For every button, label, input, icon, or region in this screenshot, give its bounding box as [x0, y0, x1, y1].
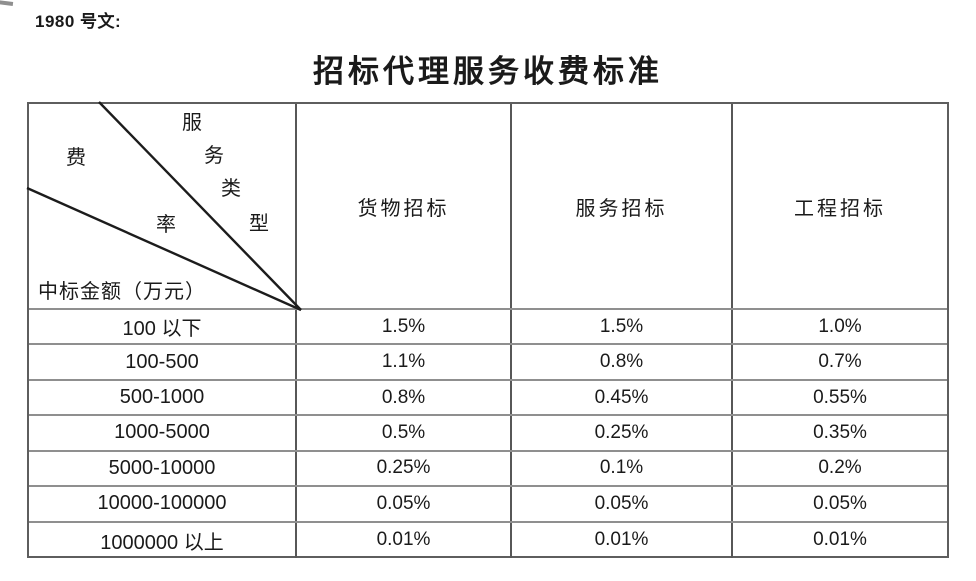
page-title: 招标代理服务收费标准 [313, 54, 663, 89]
diagonal-divider-lines [26, 101, 302, 312]
row-label: 1000-5000 [29, 416, 297, 450]
row-label: 1000000 以上 [29, 522, 297, 558]
table-row: 100-500 1.1% 0.8% 0.7% [29, 345, 947, 381]
corner-service-type-char: 型 [249, 213, 269, 235]
rate-cell: 0.35% [813, 421, 867, 443]
rate-cell: 0.55% [813, 386, 867, 408]
corner-service-type-char: 务 [204, 145, 224, 167]
rate-cell: 0.1% [512, 451, 733, 486]
row-label: 500-1000 [29, 380, 297, 415]
rate-cell: 0.05% [297, 487, 512, 521]
rate-cell: 1.0% [818, 315, 862, 337]
rate-cell: 0.25% [297, 451, 512, 486]
table-row: 5000-10000 0.25% 0.1% 0.2% [29, 451, 947, 488]
rate-cell: 0.2% [818, 457, 862, 479]
table-row: 10000-100000 0.05% 0.05% 0.05% [29, 487, 947, 523]
table-row: 1000-5000 0.5% 0.25% 0.35% [29, 416, 947, 452]
column-header-goods: 货物招标 [297, 104, 512, 308]
table-header-row: 服 务 类 型 费 率 中标金额（万元） 货物招标 服务招标 工程招标 [26, 101, 947, 312]
corner-amount-label: 中标金额（万元） [38, 281, 206, 303]
rate-cell: 0.01% [512, 522, 733, 558]
table-row: 100 以下 1.5% 1.5% 1.0% [29, 310, 947, 346]
row-label: 100 以下 [29, 310, 297, 344]
rate-cell: 0.8% [512, 345, 733, 379]
rate-cell: 0.05% [512, 487, 733, 521]
corner-service-type-char: 类 [221, 178, 241, 200]
page-edge-artifact [0, 0, 14, 6]
rate-cell: 1.1% [297, 345, 512, 379]
doc-number-label: 1980 号文: [35, 12, 122, 31]
row-label: 10000-100000 [29, 487, 297, 521]
rate-cell: 0.5% [297, 416, 512, 450]
rate-cell: 0.8% [297, 380, 512, 415]
rate-cell: 0.45% [512, 380, 733, 415]
corner-fee-rate-char: 费 [66, 147, 86, 169]
row-label: 100-500 [29, 345, 297, 379]
table-row: 1000000 以上 0.01% 0.01% 0.01% [29, 522, 947, 558]
rate-cell: 0.01% [297, 522, 512, 558]
rate-cell: 0.01% [813, 529, 867, 551]
rate-cell: 1.5% [297, 310, 512, 344]
corner-service-type-char: 服 [182, 112, 202, 134]
table-row: 500-1000 0.8% 0.45% 0.55% [29, 380, 947, 417]
rate-cell: 1.5% [512, 310, 733, 344]
column-header-service: 服务招标 [512, 104, 733, 308]
rate-cell: 0.25% [512, 416, 733, 450]
rate-cell: 0.05% [813, 492, 867, 514]
fee-standard-table: 服 务 类 型 费 率 中标金额（万元） 货物招标 服务招标 工程招标 100 … [26, 101, 949, 558]
corner-fee-rate-char: 率 [156, 214, 176, 236]
column-header-engineering: 工程招标 [794, 197, 886, 220]
row-label: 5000-10000 [29, 451, 297, 486]
table-body: 100 以下 1.5% 1.5% 1.0% 100-500 1.1% 0.8% … [29, 310, 947, 558]
diagonal-corner-cell: 服 务 类 型 费 率 中标金额（万元） [26, 101, 302, 312]
rate-cell: 0.7% [818, 351, 862, 373]
